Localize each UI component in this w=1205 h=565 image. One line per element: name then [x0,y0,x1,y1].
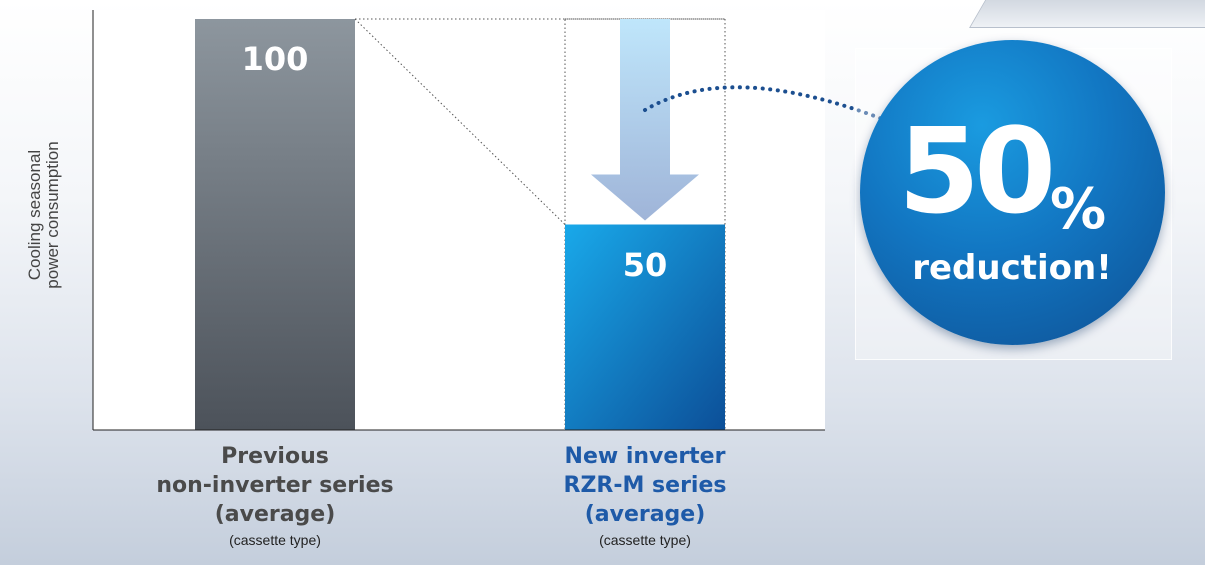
category-label-new: New inverter RZR-M series (average) (cas… [485,442,805,549]
badge-number: 50 [898,102,1056,240]
category-line: (average) [214,502,336,527]
reduction-diagonal [354,18,566,225]
y-axis-label-line-1: Cooling seasonal [25,149,44,281]
bar-new [565,224,725,430]
category-line: RZR-M series [563,473,727,498]
badge-text: reduction! [912,248,1112,288]
category-line: New inverter [564,444,726,469]
category-line: Previous [221,444,329,469]
bar-previous [195,19,355,430]
bar-value-label-new: 50 [622,245,668,284]
reduction-badge [860,40,1165,345]
category-subtitle: (cassette type) [599,532,691,548]
badge-percent: % [1050,177,1107,242]
category-subtitle: (cassette type) [229,532,321,548]
category-line: non-inverter series [156,473,394,498]
bar-value-label-previous: 100 [241,40,309,78]
reduction-arrow [591,19,699,221]
category-label-previous: Previous non-inverter series (average) (… [115,442,435,549]
y-axis-label-line-2: power consumption [43,141,62,289]
category-line: (average) [584,502,706,527]
dotted-connector [643,85,887,122]
y-axis-label: Cooling seasonal power consumption [25,85,62,345]
